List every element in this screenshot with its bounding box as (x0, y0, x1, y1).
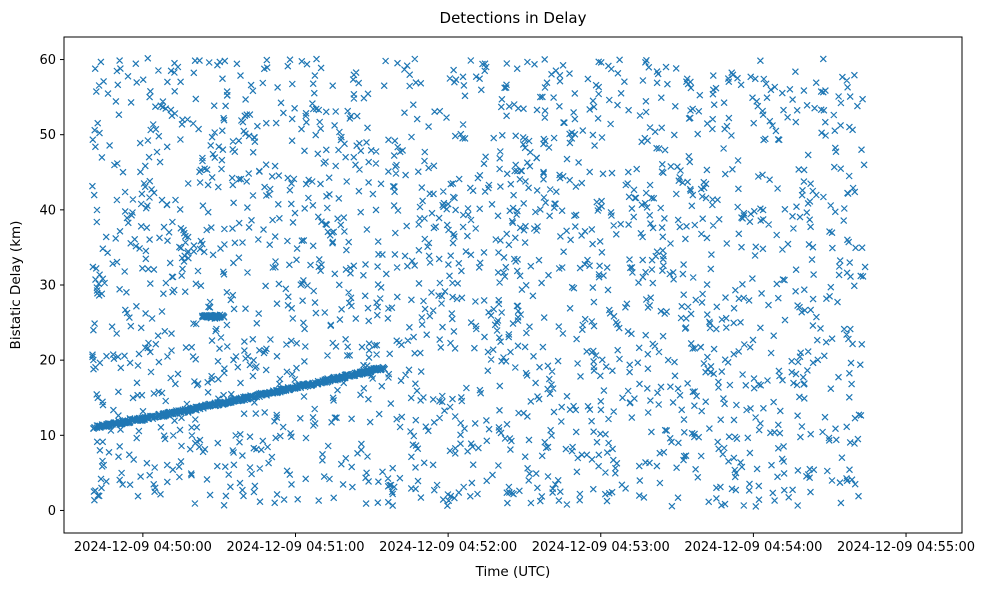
y-tick-label: 50 (39, 128, 56, 143)
y-tick-label: 10 (39, 429, 56, 444)
x-tick-label: 2024-12-09 04:53:00 (532, 540, 670, 555)
x-tick-label: 2024-12-09 04:54:00 (684, 540, 822, 555)
y-tick-label: 0 (48, 504, 56, 519)
x-tick-label: 2024-12-09 04:51:00 (226, 540, 364, 555)
axes-frame (63, 36, 963, 534)
x-axis-label: Time (UTC) (475, 564, 551, 580)
x-tick-label: 2024-12-09 04:50:00 (74, 540, 212, 555)
y-tick-label: 40 (39, 203, 56, 218)
chart-title: Detections in Delay (439, 9, 587, 27)
y-tick-label: 20 (39, 354, 56, 369)
detection-markers (88, 54, 869, 510)
x-tick-label: 2024-12-09 04:55:00 (837, 540, 975, 555)
y-axis-label: Bistatic Delay (km) (8, 220, 24, 350)
x-tick-label: 2024-12-09 04:52:00 (379, 540, 517, 555)
y-tick-label: 60 (39, 53, 56, 68)
y-tick-label: 30 (39, 279, 56, 294)
